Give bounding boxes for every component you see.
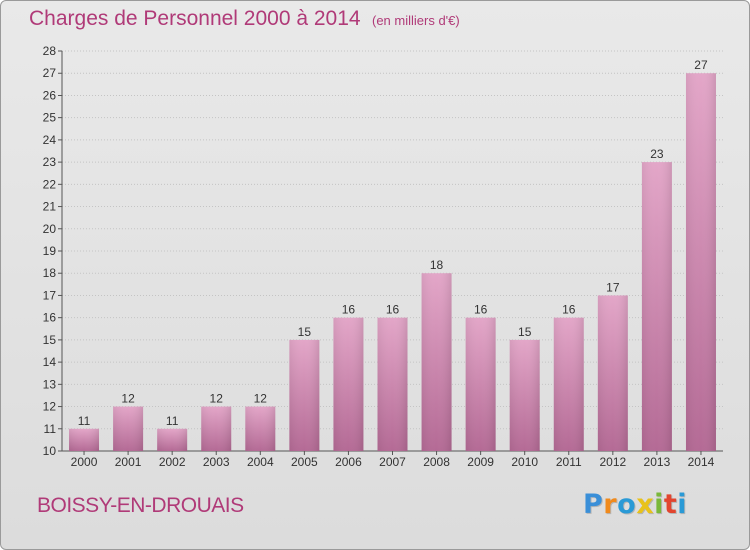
x-tick-label: 2003 (203, 455, 230, 469)
bar-shade (685, 73, 716, 451)
y-tick-label: 27 (43, 66, 57, 80)
x-tick-label: 2013 (644, 455, 671, 469)
bar-shade (157, 428, 188, 451)
bar-value-label: 12 (210, 392, 224, 406)
bar-value-label: 11 (166, 414, 179, 428)
x-tick-label: 2006 (335, 455, 362, 469)
bar-shade (69, 428, 100, 451)
x-tick-label: 2000 (71, 455, 98, 469)
x-tick-label: 2008 (423, 455, 450, 469)
y-tick-label: 10 (43, 444, 57, 458)
x-tick-label: 2011 (556, 455, 582, 469)
brand-letter: i (677, 489, 688, 520)
bar-value-label: 15 (298, 325, 312, 339)
bar-shade (509, 339, 540, 451)
y-tick-label: 24 (43, 133, 57, 147)
y-tick-label: 16 (43, 311, 57, 325)
bar-value-label: 16 (474, 303, 488, 317)
x-tick-label: 2002 (159, 455, 186, 469)
bar-shade (289, 339, 320, 451)
chart-subtitle: (en milliers d'€) (372, 13, 460, 28)
x-tick-label: 2005 (291, 455, 318, 469)
bar-value-label: 12 (254, 392, 268, 406)
brand-letter: o (617, 489, 637, 520)
bar-shade (553, 317, 584, 451)
x-tick-label: 2004 (247, 455, 274, 469)
y-tick-label: 28 (43, 44, 57, 58)
y-tick-label: 13 (43, 377, 57, 391)
y-tick-label: 14 (43, 355, 57, 369)
y-tick-label: 21 (43, 200, 57, 214)
x-tick-label: 2007 (379, 455, 406, 469)
bar-value-label: 17 (606, 280, 620, 294)
commune-name: BOISSY-EN-DROUAIS (37, 494, 244, 517)
y-tick-label: 17 (43, 288, 57, 302)
y-tick-label: 22 (43, 177, 57, 191)
bar-value-label: 23 (650, 147, 664, 161)
bar-shade (113, 406, 144, 451)
y-tick-label: 18 (43, 266, 57, 280)
brand-letter: t (663, 489, 678, 520)
x-tick-label: 2012 (599, 455, 626, 469)
y-tick-label: 20 (43, 222, 57, 236)
bar-value-label: 11 (78, 414, 91, 428)
brand-letter: r (603, 489, 618, 520)
bar-value-label: 27 (694, 58, 708, 72)
y-tick-label: 11 (44, 422, 57, 436)
brand-letter: i (654, 489, 664, 520)
bars (69, 73, 716, 451)
x-tick-label: 2001 (115, 455, 142, 469)
bar-shade (465, 317, 496, 451)
bar-value-label: 16 (562, 303, 576, 317)
brand-logo: Proxiti (583, 489, 687, 520)
chart-title: Charges de Personnel 2000 à 2014 (29, 7, 361, 30)
bar-shade (333, 317, 364, 451)
bar-shade (641, 162, 672, 451)
y-tick-label: 15 (43, 333, 57, 347)
bar-shade (377, 317, 408, 451)
bar-value-label: 16 (386, 303, 400, 317)
bar-value-label: 12 (121, 392, 135, 406)
y-tick-label: 19 (43, 244, 57, 258)
y-tick-label: 26 (43, 88, 57, 102)
y-tick-label: 12 (43, 400, 57, 414)
bar-value-label: 18 (430, 258, 444, 272)
bar-shade (245, 406, 276, 451)
bar-value-label: 15 (518, 325, 532, 339)
bar-shade (421, 273, 452, 451)
x-tick-label: 2010 (511, 455, 538, 469)
y-tick-label: 25 (43, 111, 57, 125)
bar-shade (201, 406, 232, 451)
brand-letter: x (636, 489, 655, 520)
bar-value-label: 16 (342, 303, 356, 317)
bar-shade (597, 295, 628, 451)
x-tick-label: 2009 (467, 455, 494, 469)
y-tick-label: 23 (43, 155, 57, 169)
labels: 10 11 12 13 14 15 16 17 18 19 20 21 22 23 24 25 26 27 28 11… (43, 44, 715, 469)
brand-letter: P (583, 489, 604, 520)
x-tick-label: 2014 (688, 455, 715, 469)
